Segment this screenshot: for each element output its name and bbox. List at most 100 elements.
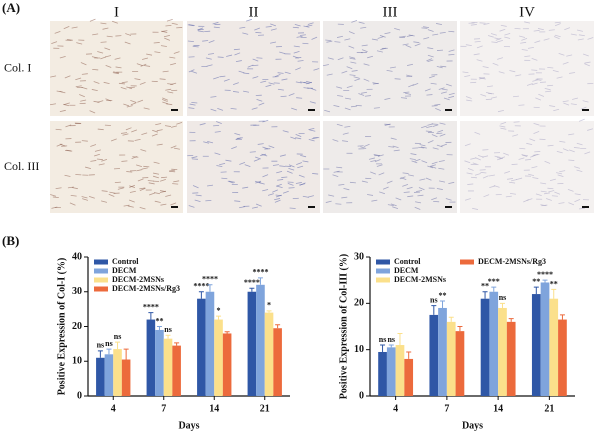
fiber [403,91,410,94]
fiber [439,31,446,34]
fiber [535,78,542,81]
fiber [303,25,310,28]
fiber [191,156,198,159]
significance: * [217,306,221,315]
error-bar [198,291,204,299]
fiber [252,58,259,62]
significance: **** [537,270,553,279]
fiber [480,93,487,97]
error-bar [397,332,403,346]
fiber [282,190,289,194]
fiber [286,170,293,174]
y-tick-label: 10 [72,356,82,367]
fiber [230,107,237,110]
fiber [130,102,137,106]
fiber [221,177,228,180]
fiber [574,193,581,196]
fiber [234,200,241,202]
fiber [159,179,166,182]
fiber [253,158,260,162]
fiber [298,174,305,178]
fiber [531,82,538,86]
fiber [379,34,386,38]
fiber [81,140,88,142]
fiber [562,100,569,103]
fiber [153,172,160,175]
fiber [425,177,432,181]
bar [498,307,507,396]
fiber [476,59,483,62]
bar [395,345,405,396]
fiber [69,202,76,206]
fiber [436,144,443,148]
bar [558,319,567,396]
fiber [341,70,348,74]
fiber [424,88,431,92]
fiber [393,149,400,152]
fiber [227,180,234,184]
fiber [554,21,561,24]
fiber [289,207,296,209]
fiber [549,178,556,182]
fiber [251,107,258,110]
fiber [299,182,306,186]
fiber [173,51,180,54]
fiber [277,179,284,181]
error-bar [148,312,154,320]
fiber [427,47,434,50]
fiber [466,99,473,102]
fiber [189,103,196,106]
fiber [165,194,172,197]
fiber [153,42,160,44]
fiber [171,125,178,128]
fiber [426,58,433,62]
fiber [563,102,570,106]
legend-label: DECM-2MSNs [394,275,446,284]
fiber [154,200,161,203]
fiber [547,67,554,69]
significance: ns [387,335,395,344]
fiber [165,88,172,91]
fiber [81,196,88,199]
fiber [191,70,198,74]
fiber [239,26,246,29]
fiber [64,174,71,177]
fiber [313,68,320,71]
fiber [465,44,472,47]
fiber [562,148,569,152]
fiber [376,50,383,53]
fiber [437,129,444,133]
fiber [505,195,512,198]
fiber [93,153,100,157]
fiber [121,160,128,162]
fiber [549,105,556,108]
fiber [386,69,393,72]
fiber [418,146,425,149]
fiber [187,40,194,42]
fiber [213,76,220,80]
fiber [448,92,455,96]
scale-bar [582,109,589,111]
fiber [379,191,386,195]
fiber [440,91,447,94]
legend-label: DECM-2MSNs/Rg3 [478,257,546,266]
fiber [312,173,319,175]
error-bar [482,291,488,299]
fiber [295,81,302,84]
fiber [562,61,569,65]
legend-label: Control [394,257,421,266]
fiber [110,138,117,142]
fiber [504,170,511,174]
fiber [333,104,340,108]
fiber [380,47,387,51]
fiber [472,162,479,166]
fiber [71,26,78,29]
fiber [414,158,421,162]
fiber [552,70,559,73]
fiber [254,27,261,31]
fiber [445,198,452,201]
fiber [419,178,426,181]
fiber [540,190,547,193]
fiber [233,91,240,93]
fiber [262,146,269,150]
